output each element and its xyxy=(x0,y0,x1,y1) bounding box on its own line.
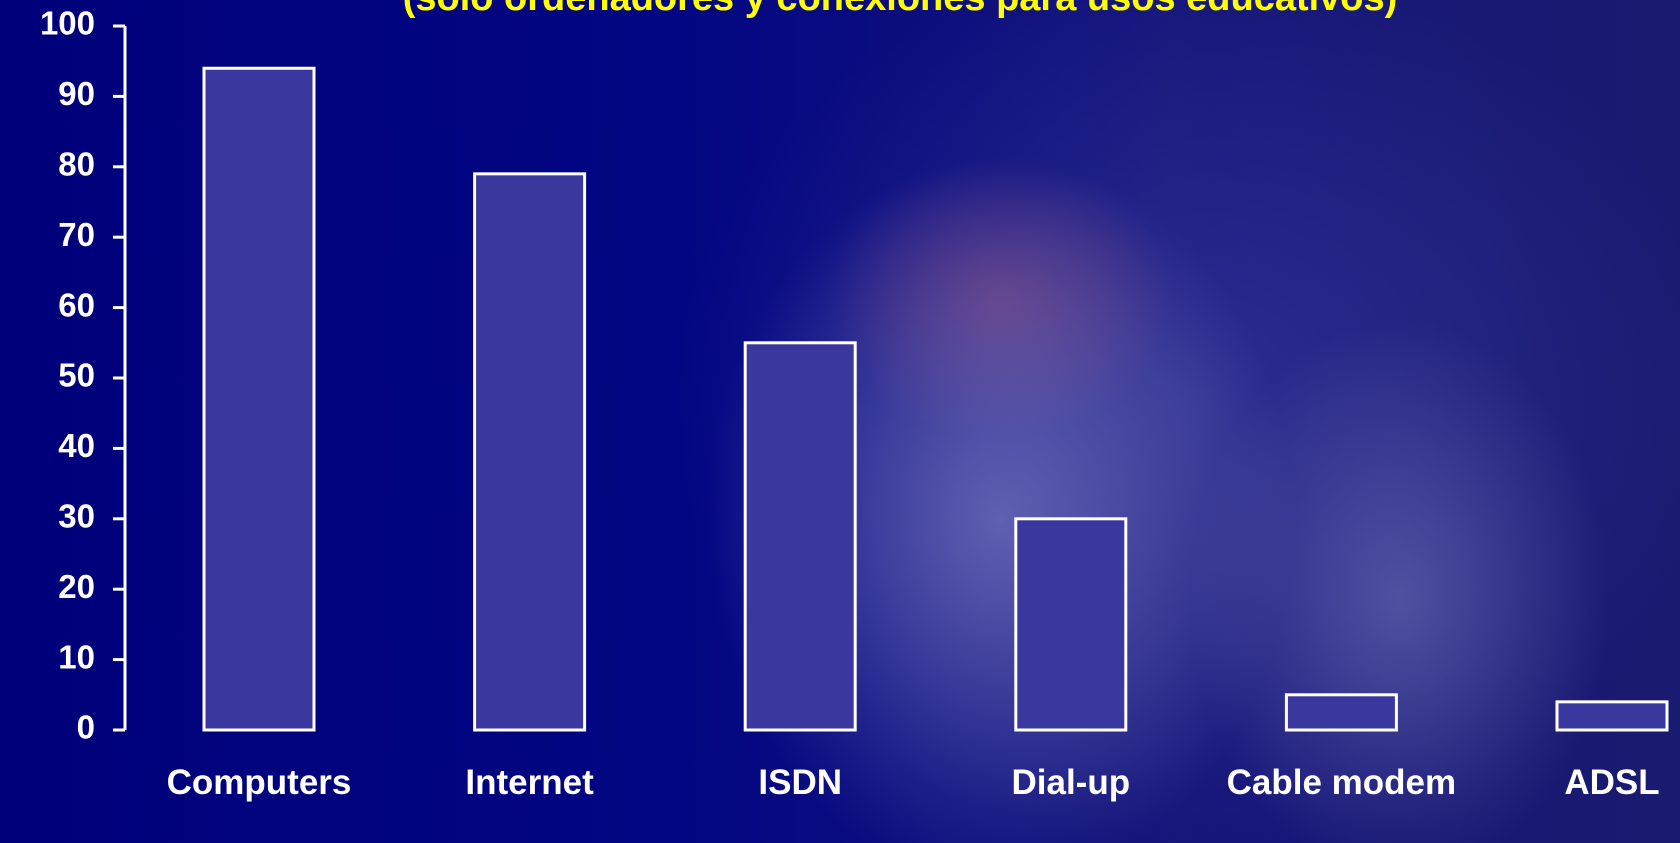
bar xyxy=(202,66,316,732)
y-tick-label: 60 xyxy=(58,286,95,323)
y-tick-label: 40 xyxy=(58,427,95,464)
x-tick-label: Internet xyxy=(465,763,594,802)
y-tick-label: 50 xyxy=(58,357,95,394)
y-tick-label: 80 xyxy=(58,146,95,183)
y-tick-label: 0 xyxy=(77,709,95,746)
bar xyxy=(1555,700,1669,732)
x-tick-label: ISDN xyxy=(758,763,842,802)
bar xyxy=(1284,693,1398,732)
x-tick-label: ADSL xyxy=(1564,763,1660,802)
bar xyxy=(1014,517,1128,732)
y-tick-label: 70 xyxy=(58,216,95,253)
x-tick-label: Dial-up xyxy=(1011,763,1131,802)
y-tick-label: 20 xyxy=(58,568,95,605)
y-tick-label: 100 xyxy=(40,5,95,42)
y-tick-label: 30 xyxy=(58,498,95,535)
x-tick-label: Cable modem xyxy=(1226,763,1457,802)
y-tick-label: 90 xyxy=(58,75,95,112)
bar xyxy=(743,341,857,732)
bar xyxy=(473,172,587,732)
chart-title: (sólo ordenadores y conexiones para usos… xyxy=(403,0,1398,19)
y-tick-label: 10 xyxy=(58,638,95,675)
x-tick-label: Computers xyxy=(166,763,352,802)
